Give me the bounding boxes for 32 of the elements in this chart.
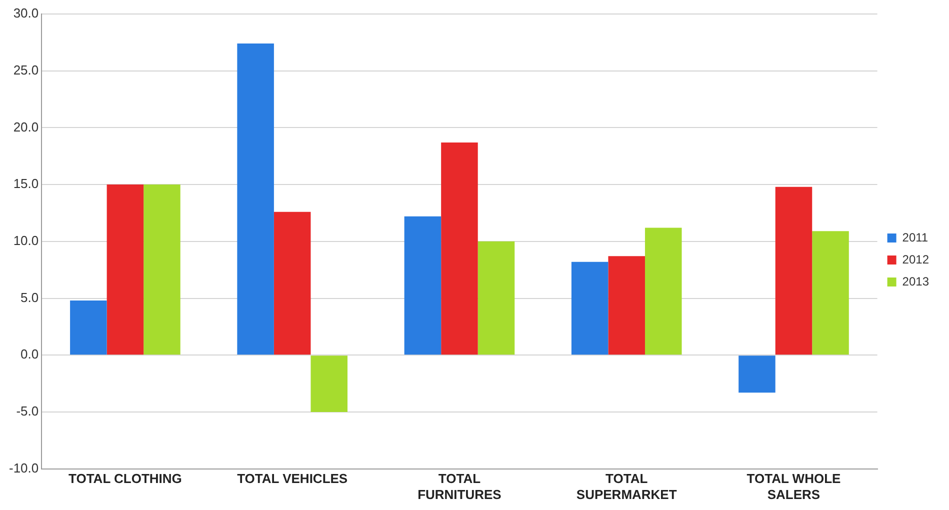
x-tick-label: TOTAL VEHICLES [237, 471, 348, 486]
legend-label: 2011 [902, 230, 928, 244]
bar [404, 216, 442, 355]
x-tick-label: TOTAL SUPERMARKET [576, 471, 677, 502]
y-tick-label: -10.0 [8, 460, 39, 476]
bar [274, 212, 311, 355]
bar [478, 241, 515, 355]
bar [441, 142, 478, 355]
legend-label: 2012 [902, 252, 930, 266]
bar [644, 228, 682, 355]
bar [106, 184, 144, 355]
y-tick-label: 25.0 [13, 62, 39, 78]
y-tick-label: 0.0 [20, 346, 39, 362]
bar [144, 184, 180, 355]
x-tick-label: TOTAL FURNITURES [418, 471, 502, 502]
legend-label: 2013 [902, 274, 930, 288]
bar [310, 356, 348, 412]
bar [70, 300, 107, 355]
y-tick-label: 5.0 [20, 290, 39, 305]
y-tick-label: 20.0 [13, 119, 39, 134]
x-tick-label: TOTAL WHOLE SALERS [746, 471, 842, 502]
y-tick-label: 30.0 [13, 6, 39, 21]
bar [571, 262, 608, 355]
bar [775, 186, 812, 355]
bar [237, 44, 274, 355]
x-tick-label: TOTAL CLOTHING [68, 471, 182, 486]
bar [738, 356, 776, 393]
bar [812, 231, 849, 355]
bar [608, 256, 645, 355]
y-tick-label: -5.0 [16, 404, 39, 419]
y-tick-label: 10.0 [13, 232, 39, 248]
y-tick-label: 15.0 [13, 176, 39, 192]
